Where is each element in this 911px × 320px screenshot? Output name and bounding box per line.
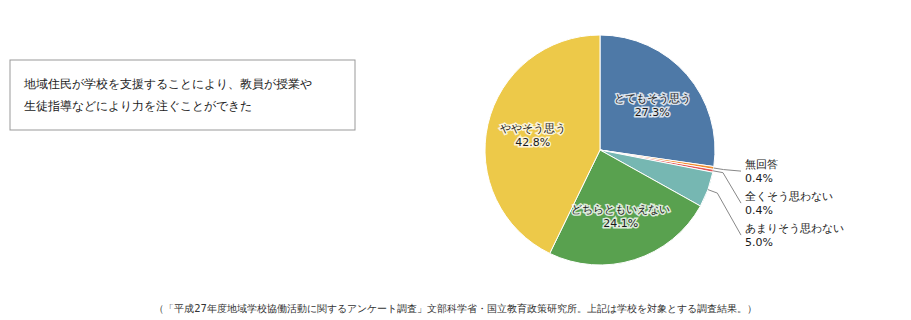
slice-value: 27.3% — [635, 106, 670, 119]
pie-slice — [600, 35, 715, 167]
slice-category: 無回答 — [745, 158, 778, 171]
slice-label: とてもそう思う27.3% — [614, 92, 691, 119]
title-line: 生徒指導などにより力を注ぐことができた — [24, 99, 252, 113]
slice-label: 無回答0.4% — [745, 158, 778, 185]
slice-category: 全くそう思わない — [745, 190, 833, 203]
chart-root: 地域住民が学校を支援することにより、教員が授業や生徒指導などにより力を注ぐことが… — [0, 0, 911, 320]
title-box: 地域住民が学校を支援することにより、教員が授業や生徒指導などにより力を注ぐことが… — [10, 60, 355, 130]
chart-svg: 地域住民が学校を支援することにより、教員が授業や生徒指導などにより力を注ぐことが… — [0, 0, 911, 320]
title-line: 地域住民が学校を支援することにより、教員が授業や — [23, 77, 312, 91]
leader-line — [713, 171, 741, 203]
slice-labels: とてもそう思う27.3% どちらともいえない24.1% ややそう思う42.8% 無回答… — [500, 92, 844, 249]
slice-category: ややそう思う — [500, 122, 566, 135]
title: 地域住民が学校を支援することにより、教員が授業や生徒指導などにより力を注ぐことが… — [23, 77, 312, 113]
slice-label: どちらともいえない24.1% — [571, 203, 670, 230]
slice-category: どちらともいえない — [571, 203, 670, 216]
slice-value: 24.1% — [603, 217, 638, 230]
slice-label: あまりそう思わない5.0% — [745, 222, 844, 249]
leader-line — [714, 168, 741, 171]
pie-slice — [485, 35, 600, 253]
leader-line — [708, 190, 741, 235]
slice-value: 0.4% — [745, 204, 773, 217]
pie — [485, 35, 715, 265]
slice-value: 5.0% — [745, 236, 773, 249]
slice-category: あまりそう思わない — [745, 222, 844, 235]
slice-category: とてもそう思う — [614, 92, 691, 105]
slice-value: 42.8% — [515, 136, 550, 149]
footer-note: （「平成27年度地域学校協働活動に関するアンケート調査」文部科学省・国立教育政策… — [154, 303, 757, 314]
slice-label: ややそう思う42.8% — [500, 122, 566, 149]
title-frame — [10, 60, 355, 130]
slice-value: 0.4% — [745, 172, 773, 185]
slice-label: 全くそう思わない0.4% — [745, 190, 833, 217]
